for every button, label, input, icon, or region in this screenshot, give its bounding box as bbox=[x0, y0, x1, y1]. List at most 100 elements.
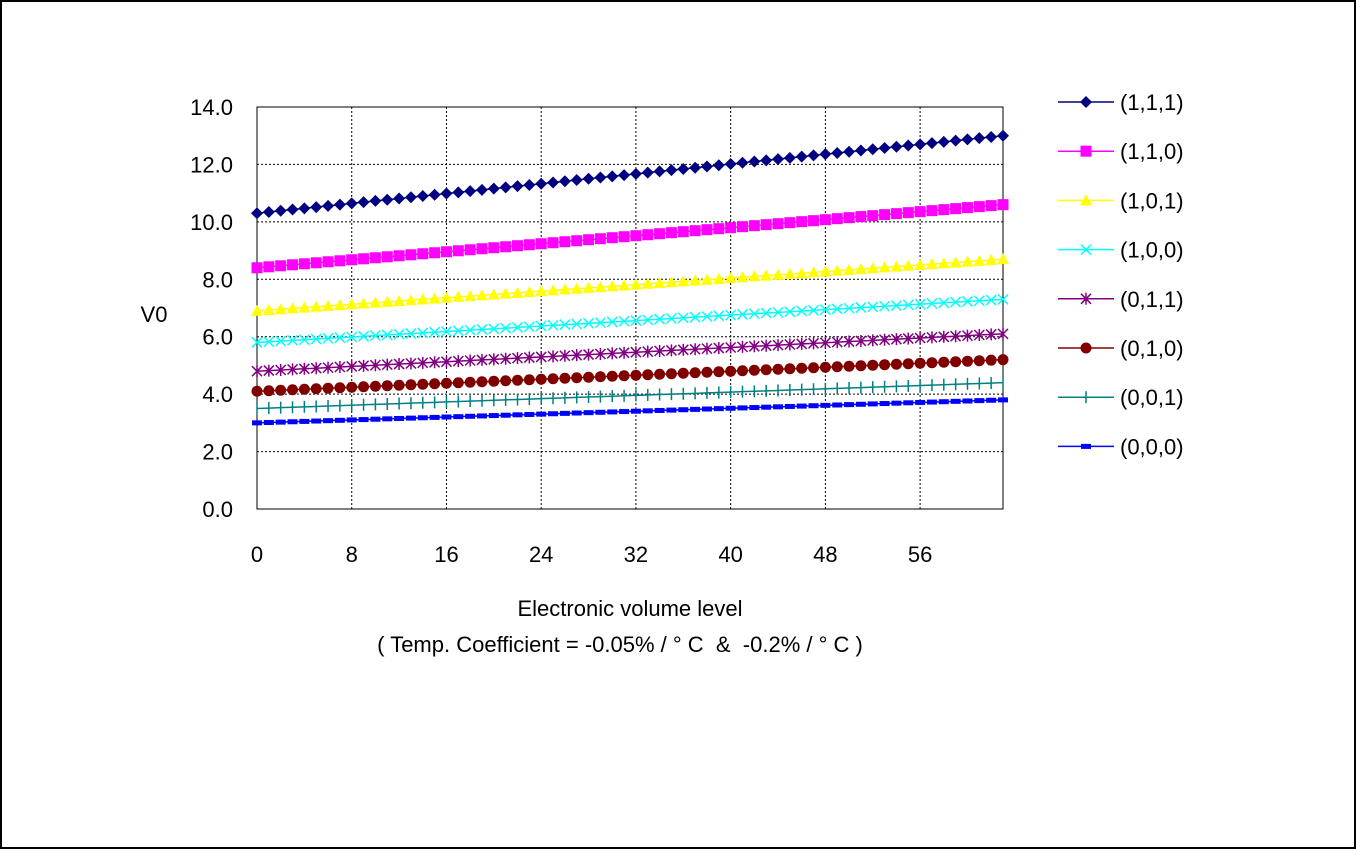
data-point bbox=[961, 355, 973, 367]
data-point bbox=[736, 156, 749, 169]
data-point bbox=[464, 290, 477, 302]
data-point bbox=[417, 248, 429, 260]
legend-item: (1,1,1) bbox=[1058, 90, 1184, 115]
data-point bbox=[783, 267, 796, 279]
data-point bbox=[666, 407, 677, 413]
data-point bbox=[677, 162, 690, 175]
data-point bbox=[629, 278, 642, 290]
data-point bbox=[689, 311, 701, 323]
data-point bbox=[275, 419, 286, 425]
data-point bbox=[606, 280, 619, 292]
data-point bbox=[334, 417, 345, 423]
data-point bbox=[298, 383, 310, 395]
data-point bbox=[677, 312, 689, 324]
data-point bbox=[452, 377, 464, 389]
data-point bbox=[914, 138, 927, 151]
legend-marker bbox=[1080, 292, 1092, 305]
data-point bbox=[275, 260, 287, 272]
data-point bbox=[405, 328, 417, 340]
data-point bbox=[808, 304, 820, 316]
y-tick-label: 0.0 bbox=[202, 497, 233, 522]
data-point bbox=[973, 201, 985, 213]
data-point bbox=[275, 363, 287, 376]
data-point bbox=[559, 372, 571, 384]
legend-marker bbox=[1080, 244, 1092, 256]
data-point bbox=[358, 359, 370, 372]
data-point bbox=[535, 320, 547, 332]
data-point bbox=[452, 245, 464, 257]
data-point bbox=[854, 144, 867, 157]
data-point bbox=[985, 294, 997, 306]
data-point bbox=[251, 385, 263, 397]
data-point bbox=[583, 234, 595, 246]
data-point bbox=[618, 279, 631, 291]
series-line bbox=[256, 399, 1004, 424]
series-(0,1,1) bbox=[251, 327, 1009, 378]
data-point bbox=[594, 347, 606, 360]
legend-item: (0,0,1) bbox=[1058, 385, 1184, 410]
legend-label: (0,1,1) bbox=[1120, 287, 1184, 312]
data-point bbox=[665, 164, 678, 177]
data-point bbox=[523, 178, 536, 191]
data-point bbox=[831, 361, 843, 373]
data-point bbox=[263, 364, 275, 377]
data-point bbox=[571, 349, 583, 362]
data-point bbox=[891, 400, 902, 406]
data-point bbox=[998, 397, 1008, 403]
x-tick-label: 56 bbox=[908, 542, 932, 567]
data-point bbox=[464, 324, 476, 336]
data-point bbox=[346, 381, 358, 393]
data-point bbox=[465, 413, 476, 419]
data-point bbox=[417, 327, 429, 339]
data-point bbox=[547, 319, 559, 331]
data-point bbox=[286, 203, 299, 216]
data-point bbox=[583, 371, 595, 383]
data-point bbox=[452, 325, 464, 337]
data-point bbox=[358, 330, 370, 342]
data-point bbox=[630, 408, 641, 414]
data-point bbox=[950, 296, 962, 308]
data-point bbox=[700, 273, 713, 285]
data-point bbox=[724, 272, 737, 284]
data-point bbox=[997, 129, 1009, 142]
data-point bbox=[476, 353, 488, 366]
series-line bbox=[256, 358, 1004, 393]
data-point bbox=[512, 374, 524, 386]
data-point bbox=[997, 354, 1009, 366]
data-point bbox=[274, 204, 287, 217]
data-point bbox=[357, 297, 370, 309]
data-point bbox=[441, 414, 452, 420]
data-point bbox=[358, 381, 370, 393]
data-point bbox=[689, 274, 702, 286]
data-point bbox=[310, 257, 322, 269]
data-point bbox=[772, 339, 784, 352]
data-point bbox=[405, 379, 417, 391]
legend-label: (0,0,1) bbox=[1120, 385, 1184, 410]
data-point bbox=[287, 384, 299, 396]
data-point bbox=[737, 405, 748, 411]
data-point bbox=[879, 300, 891, 312]
data-point bbox=[855, 302, 867, 314]
data-point bbox=[322, 256, 334, 268]
data-point bbox=[523, 374, 535, 386]
data-point bbox=[571, 372, 583, 384]
data-point bbox=[796, 403, 807, 409]
data-point bbox=[914, 298, 926, 310]
data-point bbox=[760, 307, 772, 319]
data-point bbox=[488, 323, 500, 335]
legend-item: (0,1,1) bbox=[1058, 287, 1184, 312]
data-point bbox=[808, 215, 820, 227]
data-point bbox=[394, 415, 405, 421]
data-point bbox=[938, 330, 950, 343]
data-point bbox=[665, 368, 677, 380]
x-tick-label: 16 bbox=[434, 542, 458, 567]
data-point bbox=[997, 293, 1009, 305]
data-point bbox=[973, 132, 986, 145]
data-point bbox=[689, 367, 701, 379]
x-tick-labels: 0 8 16 24 32 40 48 56 bbox=[251, 542, 932, 567]
data-point bbox=[524, 411, 535, 417]
data-point bbox=[595, 409, 606, 415]
data-point bbox=[345, 298, 358, 310]
data-point bbox=[417, 378, 429, 390]
